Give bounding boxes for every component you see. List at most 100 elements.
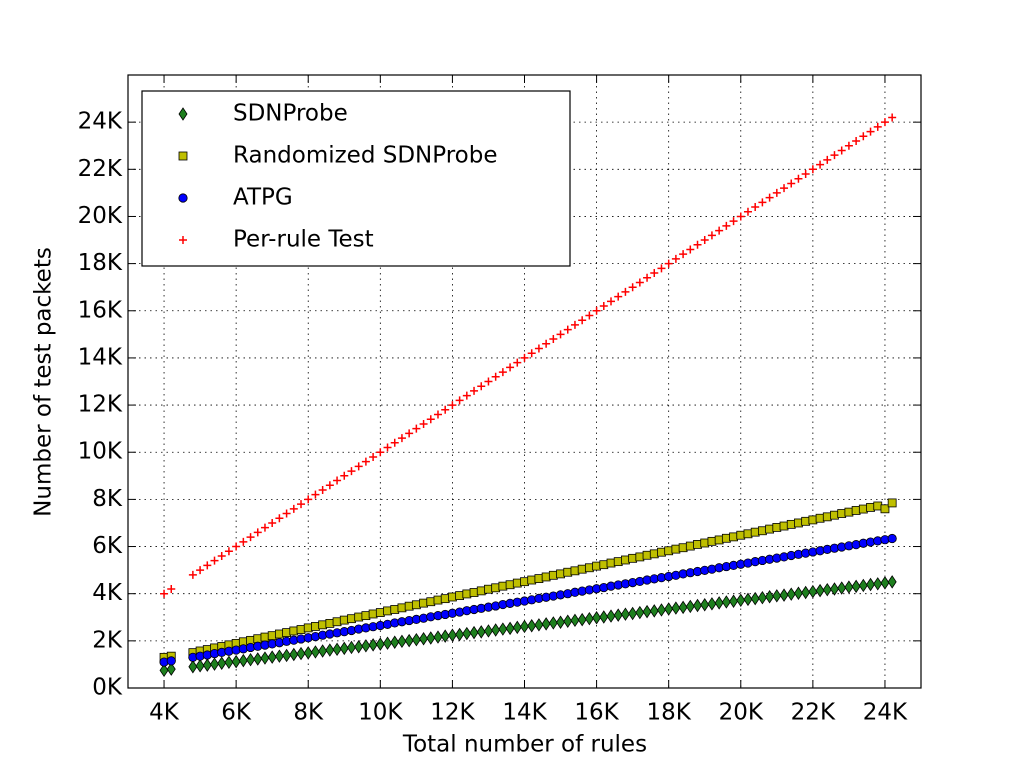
point [614,292,623,301]
point [794,174,803,183]
point [743,529,753,539]
point [808,165,817,174]
point [332,617,342,627]
point [224,655,234,670]
point [729,217,738,226]
point [534,574,544,584]
point [714,535,724,545]
point [404,601,414,611]
point [419,598,428,608]
point [513,358,522,367]
y-tick-label: 4K [92,580,123,606]
point [361,639,371,653]
point [887,498,897,508]
point [635,605,645,620]
point [505,580,515,590]
point [253,652,263,666]
point [188,570,197,579]
legend-label: Per-rule Test [233,227,374,253]
x-tick-label: 16K [574,700,619,726]
point [858,504,868,514]
point [296,646,306,661]
point [801,170,810,179]
point [203,561,212,570]
point [729,532,738,542]
y-tick-label: 14K [78,344,123,370]
point [260,651,270,665]
point [462,589,472,599]
point [642,550,652,560]
point [505,621,515,636]
point [347,640,356,655]
x-tick-label: 12K [430,700,475,726]
point [549,335,558,344]
point [297,500,306,509]
point [765,193,774,202]
point [563,567,573,577]
point [793,586,803,600]
legend-marker [178,151,188,161]
point [455,627,465,642]
point [339,615,349,625]
point [852,137,861,146]
point [411,632,421,647]
point [303,646,313,660]
x-tick-label: 22K [791,700,836,726]
point [577,612,587,627]
point [347,614,356,624]
point [376,448,385,457]
point [750,591,760,606]
x-tick-label: 6K [221,700,252,726]
point [816,160,825,169]
point [693,540,702,549]
point [397,434,406,443]
point [520,577,529,587]
point [339,641,349,656]
point [548,616,558,630]
point [491,372,500,381]
point [786,587,796,601]
point [491,623,501,637]
point [592,611,602,625]
point [512,578,522,588]
point [722,221,731,230]
point [506,363,515,372]
point [448,401,457,410]
point [859,132,868,141]
point [650,269,659,278]
point [383,443,392,452]
point [700,598,710,612]
point [282,628,292,637]
y-tick-label: 6K [92,533,123,559]
point [729,594,739,608]
point [289,626,299,636]
point [332,642,342,657]
x-tick-label: 8K [293,700,324,726]
point [325,643,335,657]
point [166,656,176,666]
point [556,615,566,629]
point [815,513,825,523]
point [671,544,681,554]
point [303,623,313,633]
point [880,576,890,590]
point [282,509,291,518]
point [830,510,839,520]
point [621,287,630,296]
point [268,518,277,527]
y-tick-label: 2K [92,627,123,653]
point [743,592,753,607]
point [202,658,212,672]
point [318,485,327,494]
point [635,278,644,287]
x-tick-label: 18K [647,700,692,726]
point [246,652,256,667]
point [159,663,169,678]
x-tick-label: 10K [358,700,403,726]
point [383,636,393,650]
point [851,506,861,515]
point [563,325,572,334]
point [678,543,688,553]
point [794,518,803,528]
point [260,523,269,532]
